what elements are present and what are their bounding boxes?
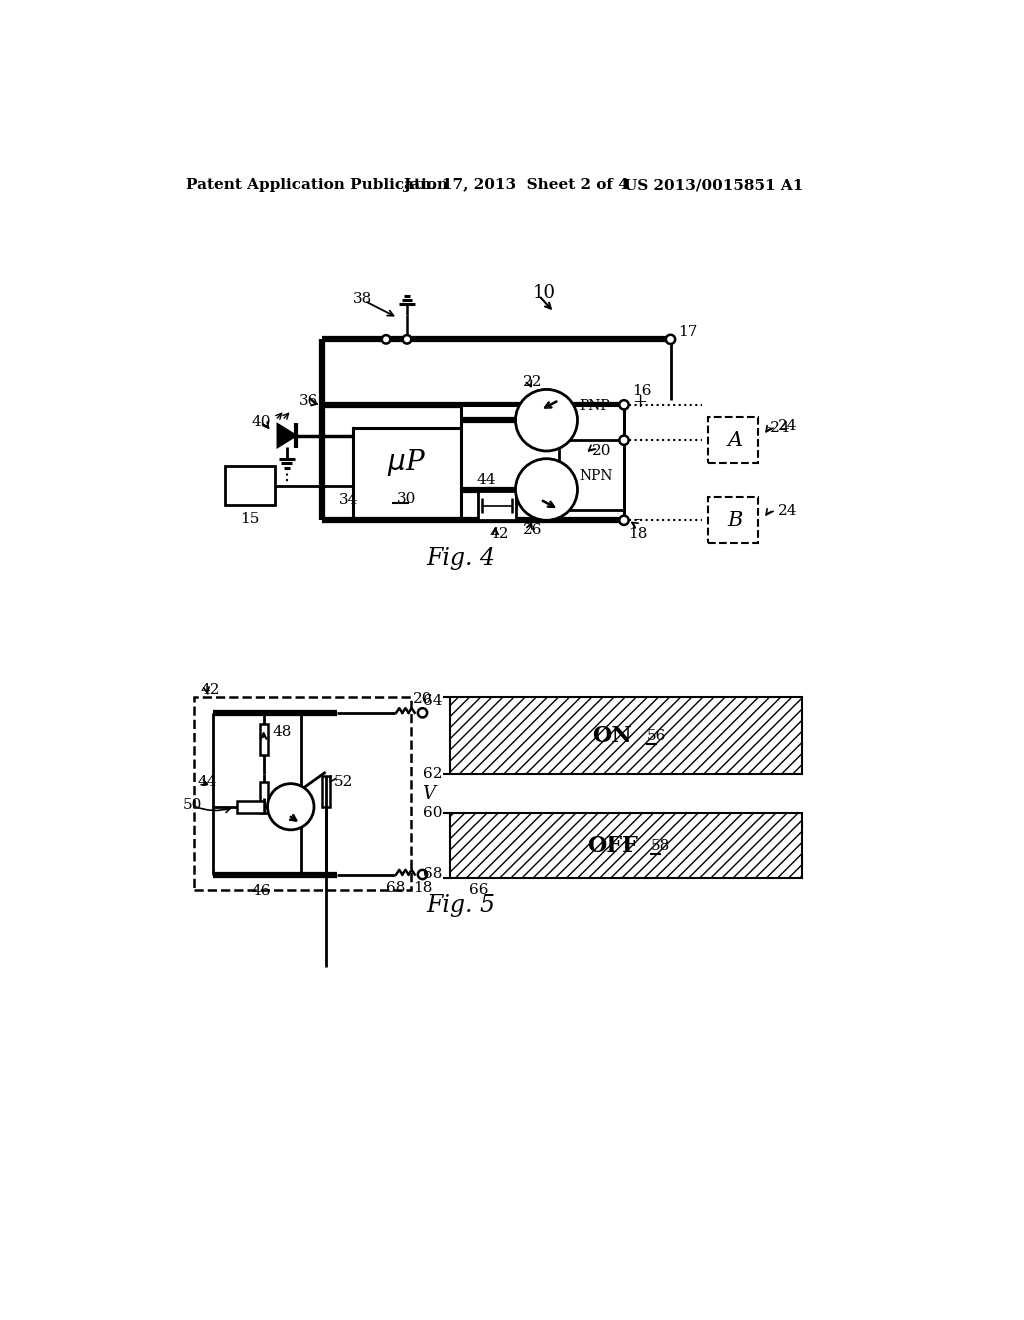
Text: 46: 46 xyxy=(252,884,271,899)
Circle shape xyxy=(666,335,675,345)
Text: 58: 58 xyxy=(651,840,671,853)
Text: 44: 44 xyxy=(198,775,217,789)
Text: 10: 10 xyxy=(532,284,556,302)
Bar xyxy=(450,697,802,775)
Text: Fig. 4: Fig. 4 xyxy=(427,548,496,570)
Text: 44: 44 xyxy=(477,474,497,487)
Text: 16: 16 xyxy=(632,384,651,397)
Circle shape xyxy=(418,870,427,879)
Text: 60: 60 xyxy=(423,807,442,820)
Text: 68: 68 xyxy=(386,882,406,895)
Text: 17: 17 xyxy=(678,325,697,339)
Text: 40: 40 xyxy=(252,414,271,429)
Bar xyxy=(708,417,758,463)
Text: ON: ON xyxy=(593,725,632,747)
Text: 38: 38 xyxy=(352,292,372,306)
Text: 56: 56 xyxy=(647,729,667,743)
Text: 42: 42 xyxy=(200,682,219,697)
Text: Patent Application Publication: Patent Application Publication xyxy=(186,178,449,193)
Circle shape xyxy=(418,708,427,718)
Text: 66: 66 xyxy=(469,883,488,896)
Text: B: B xyxy=(727,511,742,529)
Circle shape xyxy=(620,516,629,525)
Bar xyxy=(478,491,515,520)
Text: 68: 68 xyxy=(423,867,442,882)
Text: 18: 18 xyxy=(413,882,432,895)
Text: $\mu$P: $\mu$P xyxy=(387,447,427,478)
Text: 62: 62 xyxy=(423,767,442,781)
Circle shape xyxy=(515,459,578,520)
Text: 20: 20 xyxy=(592,444,611,458)
Text: A: A xyxy=(727,430,742,450)
Bar xyxy=(225,466,275,506)
Bar xyxy=(450,813,802,878)
Bar xyxy=(237,800,263,813)
Text: 24: 24 xyxy=(777,504,797,517)
Text: PNP: PNP xyxy=(579,400,609,413)
Polygon shape xyxy=(278,424,296,447)
Text: 20: 20 xyxy=(413,692,432,706)
Text: -: - xyxy=(633,511,640,529)
Bar xyxy=(708,498,758,544)
Bar xyxy=(260,781,267,813)
Text: 48: 48 xyxy=(273,725,292,739)
Circle shape xyxy=(402,335,412,343)
Text: 36: 36 xyxy=(299,393,317,408)
Bar xyxy=(461,405,624,520)
Text: 15: 15 xyxy=(240,512,259,525)
Circle shape xyxy=(267,784,314,830)
Text: 34: 34 xyxy=(339,492,358,507)
Bar xyxy=(352,428,461,520)
Text: 50: 50 xyxy=(182,799,202,812)
Bar xyxy=(260,725,267,755)
Text: -24: -24 xyxy=(766,421,791,434)
Circle shape xyxy=(515,389,578,451)
Text: V: V xyxy=(423,784,435,803)
Text: US 2013/0015851 A1: US 2013/0015851 A1 xyxy=(624,178,804,193)
Circle shape xyxy=(620,400,629,409)
Text: 18: 18 xyxy=(628,527,647,541)
Text: NPN: NPN xyxy=(579,469,612,483)
Circle shape xyxy=(620,436,629,445)
Text: Jan. 17, 2013  Sheet 2 of 4: Jan. 17, 2013 Sheet 2 of 4 xyxy=(403,178,629,193)
Text: 26: 26 xyxy=(523,523,543,536)
Bar xyxy=(322,776,330,807)
Bar xyxy=(194,697,411,890)
Text: 64: 64 xyxy=(423,694,442,709)
Text: 52: 52 xyxy=(334,775,352,789)
Text: 42: 42 xyxy=(489,527,509,541)
Text: OFF: OFF xyxy=(587,836,638,857)
Text: +: + xyxy=(632,393,647,411)
Text: 22: 22 xyxy=(523,375,543,388)
Text: Fig. 5: Fig. 5 xyxy=(427,894,496,917)
Text: 24: 24 xyxy=(777,420,797,433)
Circle shape xyxy=(382,335,390,343)
Text: 30: 30 xyxy=(397,492,417,506)
